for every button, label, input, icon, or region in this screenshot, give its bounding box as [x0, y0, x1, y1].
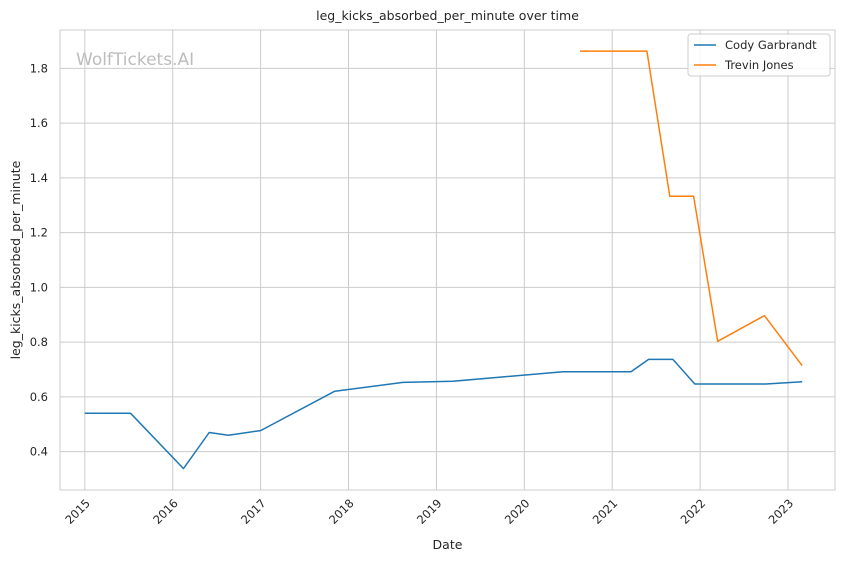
y-tick-label: 1.2: [30, 226, 48, 240]
y-tick-label: 1.0: [30, 280, 48, 294]
series-lines: [84, 50, 803, 470]
series-line-cody-garbrandt: [84, 358, 803, 470]
grid: [60, 30, 835, 490]
series-line-trevin-jones: [580, 50, 803, 367]
y-tick-label: 0.4: [30, 445, 48, 459]
chart-title: leg_kicks_absorbed_per_minute over time: [316, 8, 579, 23]
y-axis-ticks: 0.4 0.6 0.8 1.0 1.2 1.4 1.6 1.8: [30, 61, 48, 458]
y-axis-label: leg_kicks_absorbed_per_minute: [8, 160, 23, 359]
y-tick-label: 1.6: [30, 116, 48, 130]
legend-label: Trevin Jones: [724, 58, 794, 72]
y-tick-label: 0.6: [30, 390, 48, 404]
legend-label: Cody Garbrandt: [725, 38, 817, 52]
y-tick-label: 1.8: [30, 61, 48, 75]
x-axis-label: Date: [433, 537, 463, 552]
plot-area: [60, 30, 835, 490]
plot-frame: [59, 29, 836, 491]
watermark: WolfTickets.AI: [76, 50, 194, 70]
y-tick-label: 0.8: [30, 335, 48, 349]
legend-box: [687, 33, 831, 77]
legend: Cody Garbrandt Trevin Jones: [687, 33, 831, 77]
y-tick-label: 1.4: [30, 171, 48, 185]
